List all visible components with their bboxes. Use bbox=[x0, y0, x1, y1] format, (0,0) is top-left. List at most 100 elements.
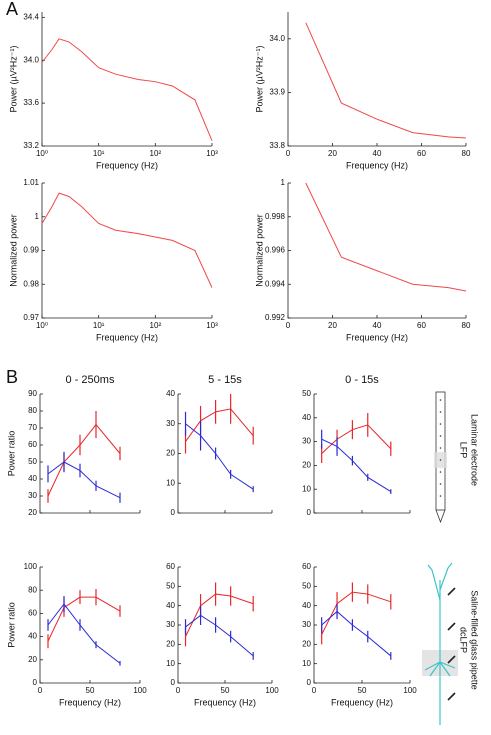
y-tick-label: 80 bbox=[28, 585, 37, 594]
subplot: 0 10 20 30 40 50 60 0 50 100 Frequency (Hz) bbox=[166, 562, 279, 707]
y-axis-label: Power (µV²Hz⁻¹) bbox=[254, 46, 264, 113]
y-tick-label: 34.0 bbox=[269, 34, 285, 43]
y-tick-label: 20 bbox=[28, 508, 37, 517]
y-tick-label: 40 bbox=[166, 389, 175, 398]
y-tick-label: 0 bbox=[171, 508, 176, 517]
x-axis-label: Frequency (Hz) bbox=[346, 160, 408, 170]
y-tick-label: 1.01 bbox=[23, 178, 39, 187]
y-tick-label: 0.998 bbox=[265, 212, 286, 221]
y-tick-label: 30 bbox=[302, 437, 311, 446]
y-tick-label: 30 bbox=[166, 620, 175, 629]
x-tick-label: 10² bbox=[150, 149, 162, 158]
subplot: 33.8 33.9 34.0 0 20 40 60 80 Frequency (Hz) Power… bbox=[254, 12, 471, 170]
y-tick-label: 20 bbox=[28, 655, 37, 664]
series-line bbox=[41, 192, 213, 288]
x-tick-label: 10³ bbox=[206, 149, 218, 158]
x-axis-label: Frequency (Hz) bbox=[331, 697, 393, 707]
y-tick-label: 10 bbox=[166, 659, 175, 668]
subplot: 0 10 20 30 40 50 0 - 15s bbox=[302, 374, 411, 517]
axes bbox=[177, 567, 272, 684]
x-tick-label: 100 bbox=[133, 686, 147, 695]
axes bbox=[177, 394, 272, 514]
x-tick-label: 50 bbox=[358, 686, 367, 695]
series-line bbox=[47, 596, 121, 642]
y-tick-label: 60 bbox=[302, 562, 311, 571]
y-tick-label: 40 bbox=[302, 413, 311, 422]
series-line bbox=[321, 610, 392, 657]
subplot: 0 10 20 30 40 5 - 15s bbox=[166, 374, 273, 517]
side-label-line: dcLFP bbox=[459, 627, 469, 653]
x-tick-label: 10¹ bbox=[93, 149, 105, 158]
x-tick-label: 40 bbox=[373, 149, 382, 158]
y-tick-label: 0.97 bbox=[23, 313, 39, 322]
y-axis-label: Power (µV²Hz⁻¹) bbox=[8, 46, 18, 113]
series-line bbox=[185, 593, 254, 637]
x-tick-label: 100 bbox=[403, 686, 417, 695]
y-tick-label: 20 bbox=[166, 639, 175, 648]
y-tick-label: 20 bbox=[302, 461, 311, 470]
side-label-line: Saline-filled glass pipette bbox=[470, 590, 480, 690]
y-axis-label: Normalized power bbox=[8, 214, 18, 287]
y-tick-label: 33.6 bbox=[23, 98, 39, 107]
subplot: 0.992 0.994 0.996 0.998 1 0 20 40 60 80 Frequency … bbox=[254, 178, 471, 342]
subplot: 0.97 0.98 0.99 1 1.01 10⁰ 10¹ 10² 10³ Frequency (… bbox=[8, 178, 218, 342]
y-tick-label: 20 bbox=[166, 449, 175, 458]
y-tick-label: 40 bbox=[302, 601, 311, 610]
series-line bbox=[185, 614, 254, 657]
y-tick-label: 80 bbox=[28, 406, 37, 415]
x-tick-label: 0 bbox=[286, 149, 291, 158]
y-axis-label: Power ratio bbox=[6, 431, 16, 477]
y-tick-label: 0.99 bbox=[23, 246, 39, 255]
y-tick-label: 20 bbox=[302, 639, 311, 648]
y-tick-label: 40 bbox=[28, 632, 37, 641]
x-tick-label: 10¹ bbox=[93, 321, 105, 330]
y-tick-label: 50 bbox=[166, 581, 175, 590]
y-tick-label: 0.98 bbox=[23, 279, 39, 288]
electrode-diagram bbox=[434, 391, 447, 524]
subplot: 33.2 33.6 34.0 34.4 10⁰ 10¹ 10² 10³ Frequency (H… bbox=[8, 12, 218, 170]
series-line bbox=[47, 423, 121, 497]
side-label-line: LFP bbox=[459, 442, 469, 459]
subplot-title: 0 - 250ms bbox=[66, 374, 115, 386]
x-tick-label: 0 bbox=[176, 686, 181, 695]
x-axis-label: Frequency (Hz) bbox=[59, 697, 121, 707]
y-tick-label: 50 bbox=[302, 389, 311, 398]
series-line bbox=[185, 408, 254, 442]
axes bbox=[287, 183, 466, 319]
x-tick-label: 20 bbox=[328, 321, 337, 330]
y-tick-label: 40 bbox=[166, 601, 175, 610]
series-line bbox=[321, 438, 392, 493]
y-tick-label: 30 bbox=[166, 419, 175, 428]
x-tick-label: 80 bbox=[462, 149, 471, 158]
y-tick-label: 0 bbox=[307, 508, 312, 517]
y-tick-label: 0.996 bbox=[265, 246, 286, 255]
x-tick-label: 10³ bbox=[206, 321, 218, 330]
y-tick-label: 60 bbox=[28, 609, 37, 618]
x-axis-label: Frequency (Hz) bbox=[96, 160, 158, 170]
x-axis-label: Frequency (Hz) bbox=[194, 697, 256, 707]
side-label-line: Laminar electrode bbox=[470, 414, 480, 486]
y-tick-label: 0.994 bbox=[265, 279, 286, 288]
y-tick-label: 0 bbox=[171, 678, 176, 687]
y-tick-label: 10 bbox=[166, 478, 175, 487]
series-line bbox=[321, 424, 392, 454]
y-tick-label: 40 bbox=[28, 474, 37, 483]
y-tick-label: 90 bbox=[28, 389, 37, 398]
subplot-title: 0 - 15s bbox=[345, 374, 379, 386]
axes bbox=[313, 394, 410, 514]
y-tick-label: 33.2 bbox=[23, 141, 39, 150]
series-line bbox=[47, 461, 121, 499]
subplot: 0 20 40 60 80 100 0 50 100 Frequency (Hz) Power ra… bbox=[6, 562, 147, 707]
axes bbox=[41, 183, 212, 319]
y-tick-label: 1 bbox=[35, 212, 40, 221]
y-tick-label: 10 bbox=[302, 659, 311, 668]
y-tick-label: 30 bbox=[302, 620, 311, 629]
panel-label: B bbox=[6, 367, 18, 387]
axes bbox=[39, 394, 140, 514]
y-tick-label: 1 bbox=[281, 178, 286, 187]
neuron-diagram bbox=[422, 562, 458, 725]
series-line bbox=[305, 22, 467, 139]
x-tick-label: 80 bbox=[462, 321, 471, 330]
x-tick-label: 10⁰ bbox=[36, 321, 48, 330]
